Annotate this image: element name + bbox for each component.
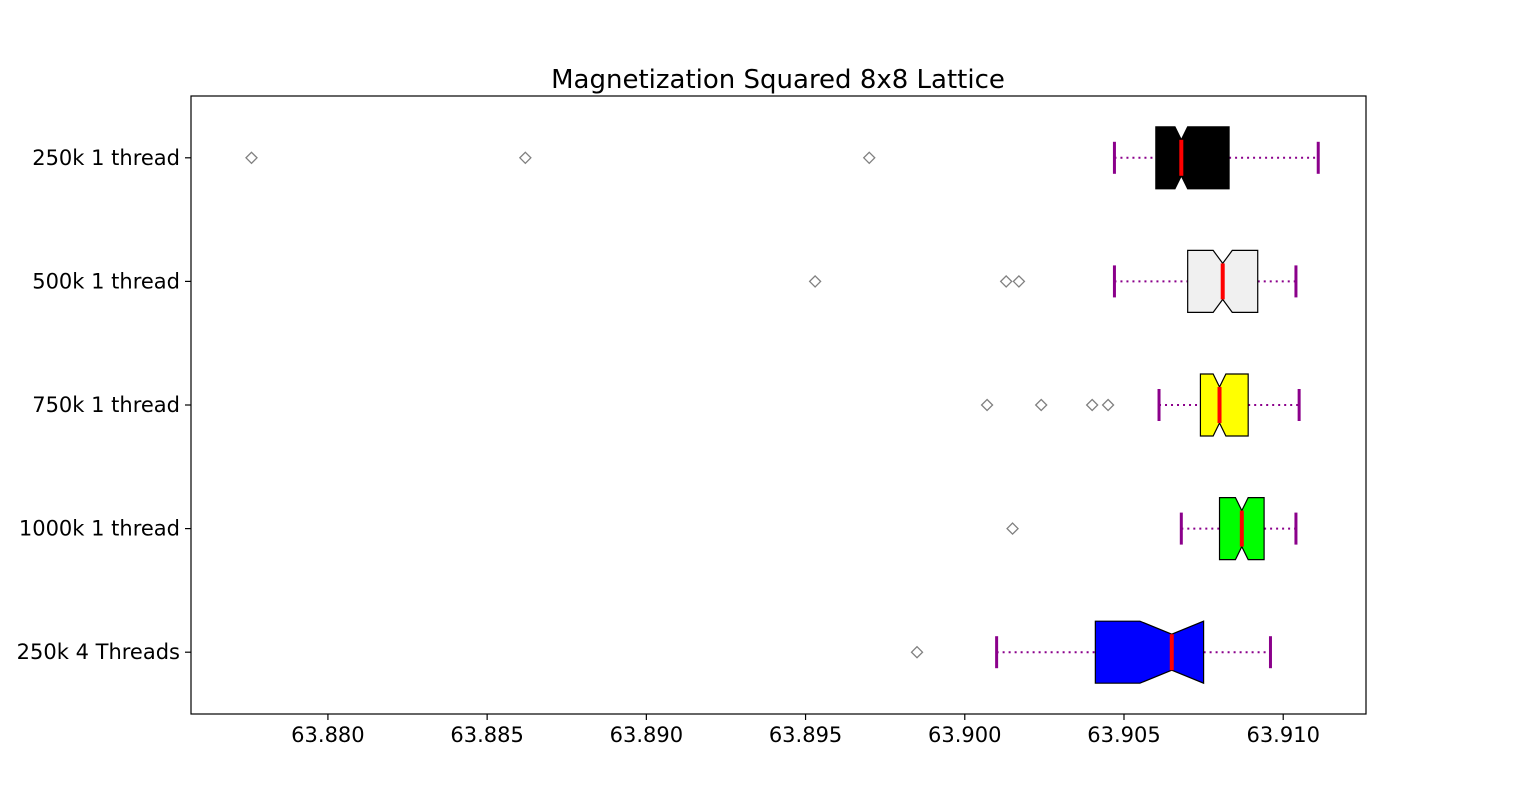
y-tick-label: 250k 1 thread [32,146,180,170]
x-tick-label: 63.900 [928,723,1001,747]
marks-layer [245,126,1320,685]
outlier-point [1006,522,1019,536]
x-tick-label: 63.885 [450,723,523,747]
box-group-2 [808,249,1298,313]
notched-box [1155,126,1230,190]
outlier-point [518,151,532,165]
y-tick-label: 250k 4 Threads [17,640,180,664]
outlier-point [1101,398,1115,412]
chart-title: Magnetization Squared 8x8 Lattice [551,65,1005,95]
y-tick-label: 750k 1 thread [32,393,180,417]
box-group-4 [1006,497,1298,561]
notched-box [1199,373,1249,437]
y-tick-label: 1000k 1 thread [19,517,180,541]
outlier-point [808,274,822,288]
outlier-point [980,398,994,412]
axes-layer: 63.880 63.885 63.890 63.895 63.900 63.905 63.9… [17,146,1320,747]
x-tick-label: 63.890 [610,723,683,747]
outlier-point [1012,274,1026,288]
outlier-point [910,645,924,659]
x-tick-label: 63.895 [769,723,842,747]
outlier-point [862,151,876,165]
x-tick-label: 63.910 [1246,723,1319,747]
box-group-5 [910,620,1272,685]
x-tick-label: 63.905 [1087,723,1160,747]
notched-box [1094,620,1205,685]
outlier-point [1085,398,1099,412]
outlier-point [999,274,1013,288]
box-group-3 [980,373,1301,437]
y-tick-label: 500k 1 thread [32,269,180,293]
outlier-point [1034,398,1048,412]
x-tick-label: 63.880 [291,723,364,747]
outlier-point [245,151,258,165]
box-group-1 [245,126,1320,190]
